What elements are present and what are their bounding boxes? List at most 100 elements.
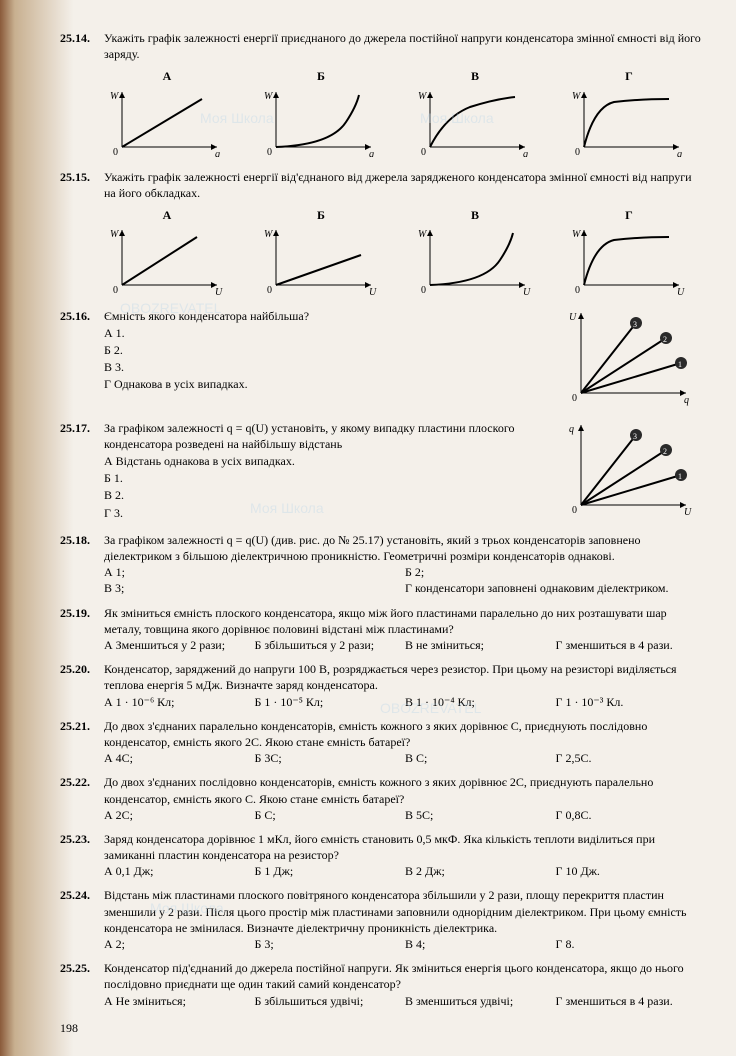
option-label: В: [405, 207, 545, 223]
problem-25-16: 25.16. Ємність якого конденсатора найбіл…: [60, 308, 706, 412]
option-a: А 2C;: [104, 807, 255, 823]
option-b: Б 3;: [255, 936, 406, 952]
svg-text:q: q: [677, 149, 682, 157]
problem-number: 25.21.: [60, 718, 104, 750]
option-a: А 0,1 Дж;: [104, 863, 255, 879]
option-label: А: [97, 68, 237, 84]
answer-options: А 2; Б 3; В 4; Г 8.: [104, 936, 706, 952]
graph-option-v: В W U 0: [405, 207, 545, 299]
option-b: Б 1.: [104, 470, 566, 486]
option-a: А 1 · 10⁻⁶ Кл;: [104, 694, 255, 710]
svg-text:0: 0: [421, 285, 426, 295]
option-v: В 1 · 10⁻⁴ Кл;: [405, 694, 556, 710]
option-b: Б збільшиться удвічі;: [255, 993, 406, 1009]
problem-number: 25.20.: [60, 661, 104, 693]
svg-text:1: 1: [678, 360, 682, 369]
option-g: Г зменшиться в 4 рази.: [556, 993, 707, 1009]
svg-text:0: 0: [572, 393, 577, 404]
svg-text:W: W: [572, 229, 582, 240]
problem-statement: До двох з'єднаних послідовно конденсатор…: [104, 774, 706, 806]
problem-statement: Укажіть графік залежності енергії від'єд…: [104, 169, 706, 201]
svg-text:1: 1: [678, 472, 682, 481]
problem-number: 25.25.: [60, 960, 104, 992]
option-v: В 4;: [405, 936, 556, 952]
option-g: Г 8.: [556, 936, 707, 952]
svg-text:U: U: [215, 287, 223, 295]
problem-statement: Конденсатор, заряджений до напруги 100 В…: [104, 661, 706, 693]
graph-sat: W q 0: [569, 87, 689, 157]
graph-option-g: Г W q 0: [559, 68, 699, 160]
svg-text:0: 0: [575, 285, 580, 295]
problem-statement: За графіком залежності q = q(U) (див. ри…: [104, 532, 706, 564]
svg-text:U: U: [569, 312, 577, 323]
svg-text:W: W: [264, 91, 274, 102]
graph-exp: W U 0: [415, 225, 535, 295]
svg-text:q: q: [523, 149, 528, 157]
problem-statement: До двох з'єднаних паралельно конденсатор…: [104, 718, 706, 750]
graph-option-g: Г W U 0: [559, 207, 699, 299]
svg-text:3: 3: [633, 320, 637, 329]
svg-text:0: 0: [267, 285, 272, 295]
problem-statement: Укажіть графік залежності енергії приєдн…: [104, 30, 706, 62]
option-v: В 5C;: [405, 807, 556, 823]
problem-number: 25.24.: [60, 887, 104, 936]
problem-25-19: 25.19. Як зміниться ємність плоского кон…: [60, 605, 706, 654]
svg-text:W: W: [418, 91, 428, 102]
svg-text:W: W: [264, 229, 274, 240]
option-g: Г 10 Дж.: [556, 863, 707, 879]
problem-statement: Заряд конденсатора дорівнює 1 мКл, його …: [104, 831, 706, 863]
graph-sat: W U 0: [569, 225, 689, 295]
answer-options: А 4C; Б 3C; В C; Г 2,5C.: [104, 750, 706, 766]
graph-option-v: В W q 0: [405, 68, 545, 160]
answer-options-row2: В 3; Г конденсатори заповнені однаковим …: [104, 580, 706, 596]
graph-options-row: А W U 0 Б W: [90, 207, 706, 299]
problem-number: 25.23.: [60, 831, 104, 863]
option-b: Б 2.: [104, 342, 566, 358]
problem-25-21: 25.21. До двох з'єднаних паралельно конд…: [60, 718, 706, 767]
graph-linear-low: W U 0: [261, 225, 381, 295]
option-a: А 1.: [104, 325, 566, 341]
answer-options: А Відстань однакова в усіх випадках. Б 1…: [104, 453, 566, 521]
option-g: Г 2,5C.: [556, 750, 707, 766]
problem-25-15: 25.15. Укажіть графік залежності енергії…: [60, 169, 706, 300]
option-b: Б C;: [255, 807, 406, 823]
option-b: Б 2;: [405, 564, 706, 580]
option-a: А Відстань однакова в усіх випадках.: [104, 453, 566, 469]
page-number: 198: [60, 1021, 706, 1036]
graph-linear: W q 0: [107, 87, 227, 157]
option-g: Г Однакова в усіх випадках.: [104, 376, 566, 392]
svg-text:2: 2: [663, 335, 667, 344]
option-label: В: [405, 68, 545, 84]
problem-statement: Як зміниться ємність плоского конденсато…: [104, 605, 706, 637]
option-g: Г конденсатори заповнені однаковим діеле…: [405, 580, 706, 596]
answer-options: А 0,1 Дж; Б 1 Дж; В 2 Дж; Г 10 Дж.: [104, 863, 706, 879]
svg-text:W: W: [110, 229, 120, 240]
svg-text:q: q: [369, 149, 374, 157]
option-a: А 1;: [104, 564, 405, 580]
problem-25-20: 25.20. Конденсатор, заряджений до напруг…: [60, 661, 706, 710]
option-label: Б: [251, 207, 391, 223]
problem-number: 25.16.: [60, 308, 104, 324]
problem-statement: Відстань між пластинами плоского повітря…: [104, 887, 706, 936]
svg-text:q: q: [215, 149, 220, 157]
graph-sqrt: W q 0: [415, 87, 535, 157]
graph-option-a: А W q 0: [97, 68, 237, 160]
problem-25-25: 25.25. Конденсатор під'єднаний до джерел…: [60, 960, 706, 1009]
svg-text:W: W: [110, 91, 120, 102]
fan-graph: q U 0 3 2 1: [566, 420, 696, 520]
option-a: А 2;: [104, 936, 255, 952]
svg-text:0: 0: [572, 505, 577, 516]
answer-options: А Не зміниться; Б збільшиться удвічі; В …: [104, 993, 706, 1009]
problem-number: 25.18.: [60, 532, 104, 564]
option-g: Г 1 · 10⁻³ Кл.: [556, 694, 707, 710]
svg-text:0: 0: [113, 285, 118, 295]
svg-text:U: U: [677, 287, 685, 295]
svg-text:q: q: [684, 395, 689, 406]
option-v: В C;: [405, 750, 556, 766]
option-b: Б збільшиться у 2 рази;: [255, 637, 406, 653]
problem-number: 25.15.: [60, 169, 104, 201]
option-v: В 3.: [104, 359, 566, 375]
svg-text:0: 0: [113, 147, 118, 157]
option-g: Г 3.: [104, 505, 566, 521]
answer-options: А 1. Б 2. В 3. Г Однакова в усіх випадка…: [104, 325, 566, 393]
